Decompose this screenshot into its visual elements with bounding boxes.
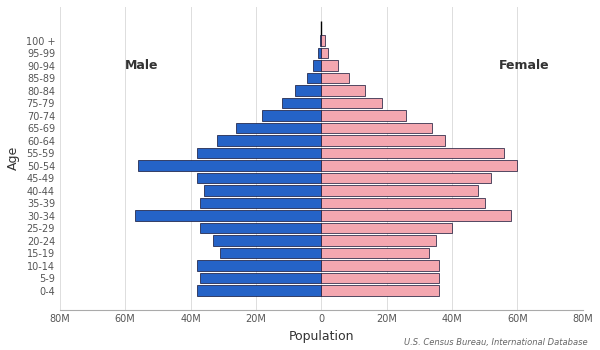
Bar: [321, 60, 338, 71]
Bar: [321, 223, 452, 233]
Bar: [197, 173, 321, 183]
Bar: [321, 248, 429, 258]
Bar: [197, 260, 321, 271]
Bar: [236, 123, 321, 133]
Bar: [203, 185, 321, 196]
Bar: [321, 235, 436, 246]
Bar: [307, 73, 321, 84]
Bar: [321, 35, 325, 46]
Bar: [295, 85, 321, 96]
Text: Female: Female: [499, 59, 549, 72]
Bar: [321, 48, 328, 58]
Bar: [214, 235, 321, 246]
Bar: [321, 198, 485, 208]
Bar: [200, 223, 321, 233]
Bar: [321, 160, 517, 171]
Text: U.S. Census Bureau, International Database: U.S. Census Bureau, International Databa…: [404, 337, 588, 346]
Bar: [321, 85, 365, 96]
Bar: [197, 285, 321, 296]
Y-axis label: Age: Age: [7, 146, 20, 170]
Bar: [135, 210, 321, 221]
X-axis label: Population: Population: [289, 330, 354, 343]
Bar: [321, 260, 439, 271]
Bar: [321, 98, 382, 108]
Bar: [262, 110, 321, 121]
Bar: [321, 110, 406, 121]
Bar: [321, 210, 511, 221]
Bar: [217, 135, 321, 146]
Bar: [200, 273, 321, 284]
Bar: [318, 48, 321, 58]
Bar: [321, 185, 478, 196]
Bar: [321, 73, 349, 84]
Bar: [197, 148, 321, 159]
Bar: [282, 98, 321, 108]
Bar: [320, 35, 321, 46]
Bar: [321, 273, 439, 284]
Bar: [321, 173, 491, 183]
Bar: [138, 160, 321, 171]
Bar: [321, 148, 504, 159]
Bar: [220, 248, 321, 258]
Bar: [313, 60, 321, 71]
Bar: [321, 285, 439, 296]
Bar: [200, 198, 321, 208]
Text: Male: Male: [125, 59, 158, 72]
Bar: [321, 135, 445, 146]
Bar: [321, 123, 433, 133]
